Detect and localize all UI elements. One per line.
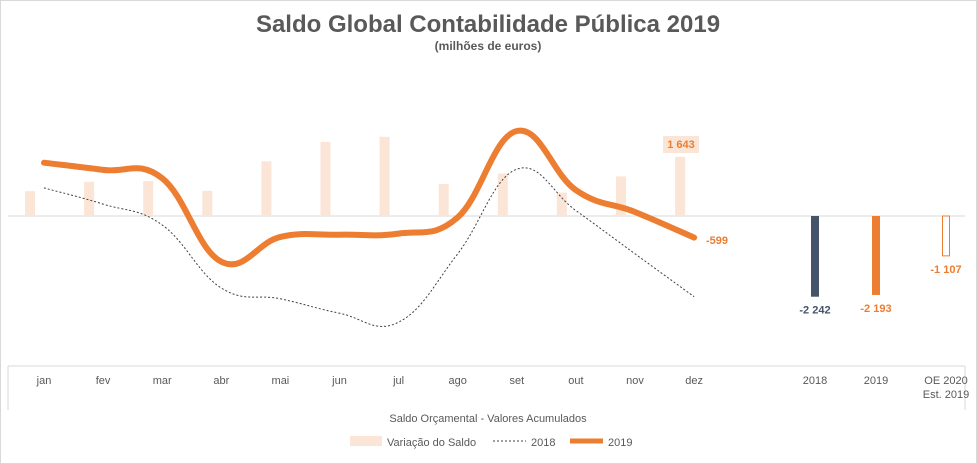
end-bar-value-2018: -2 242: [799, 305, 830, 317]
legend-swatch-variacao: [350, 436, 382, 446]
tick-label-2018: 2018: [803, 375, 827, 387]
month-tick-labels: jan fev mar abr mai jun jul ago set out nov dez: [36, 375, 703, 387]
end-bars: -2 242 -2 193 -1 107: [799, 215, 962, 317]
tick-label-2019: 2019: [864, 375, 888, 387]
tick-label-jul: jul: [392, 375, 404, 387]
variacao-bar-jan: [25, 191, 35, 216]
saldo-2019-dez-label: -599: [706, 235, 728, 247]
legend: Variação do Saldo 2018 2019: [350, 436, 632, 449]
tick-label-mar: mar: [153, 375, 172, 387]
variacao-bar-dez: [675, 156, 686, 216]
end-bar-2018: [811, 216, 819, 297]
tick-label-mai: mai: [272, 375, 290, 387]
line-2019: [41, 127, 698, 268]
legend-label-2019: 2019: [608, 437, 632, 449]
chart-title: Saldo Global Contabilidade Pública 2019: [256, 11, 720, 38]
variacao-dez-label: 1 643: [667, 139, 695, 151]
end-bar-oe-2020: [942, 215, 950, 257]
tick-label-set: set: [509, 375, 524, 387]
chart-subtitle: (milhões de euros): [435, 39, 542, 53]
variacao-bar-mai: [261, 161, 272, 216]
variacao-bar-abr: [202, 190, 213, 216]
tick-label-oe-2020: OE 2020: [924, 375, 967, 387]
variacao-bar-out: [556, 192, 567, 216]
variacao-bars: [25, 136, 686, 216]
tick-label-abr: abr: [213, 375, 229, 387]
tick-label-nov: nov: [626, 375, 644, 387]
end-bar-value-oe-2020: -1 107: [930, 264, 961, 276]
x-axis-title: Saldo Orçamental - Valores Acumulados: [389, 413, 587, 425]
end-tick-labels: 2018 2019 OE 2020 Est. 2019: [803, 375, 969, 401]
line-2018: [43, 167, 695, 327]
tick-sublabel-oe-2020: Est. 2019: [923, 389, 969, 401]
tick-label-jan: jan: [36, 375, 52, 387]
variacao-bar-jun: [320, 141, 331, 216]
legend-label-variacao: Variação do Saldo: [387, 437, 476, 449]
tick-label-fev: fev: [96, 375, 111, 387]
legend-label-2018: 2018: [531, 437, 555, 449]
variacao-bar-nov: [616, 176, 626, 216]
variacao-bar-set: [497, 173, 508, 216]
variacao-dez-label-box: [663, 136, 699, 153]
tick-label-ago: ago: [449, 375, 467, 387]
tick-label-out: out: [568, 375, 583, 387]
tick-label-dez: dez: [685, 375, 703, 387]
tick-label-jun: jun: [331, 375, 347, 387]
variacao-bar-ago: [438, 183, 449, 216]
variacao-bar-fev: [84, 181, 95, 216]
variacao-bar-mar: [143, 181, 154, 216]
end-bar-value-2019: -2 193: [860, 303, 891, 315]
end-bar-2019: [872, 216, 880, 295]
variacao-bar-jul: [379, 136, 390, 216]
